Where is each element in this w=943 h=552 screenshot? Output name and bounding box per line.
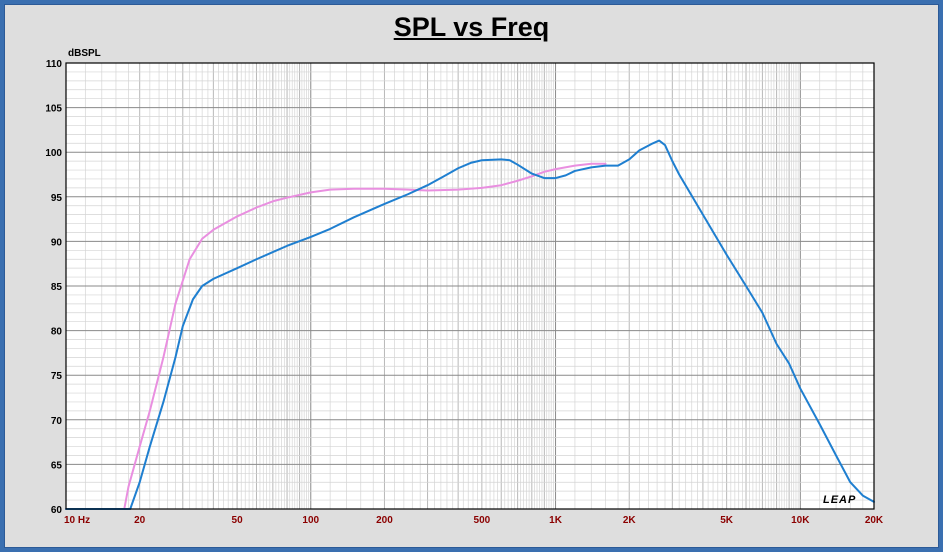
plot-border: [65, 62, 875, 510]
y-tick-label: 95: [51, 193, 63, 204]
x-tick-label: 100: [302, 515, 319, 526]
y-tick-label: 105: [45, 104, 62, 115]
data-series: [65, 139, 875, 510]
y-tick-label: 110: [46, 59, 63, 70]
y-tick-label: 75: [51, 371, 63, 382]
series-line-1: [65, 162, 607, 510]
y-tick-label: 100: [45, 148, 62, 159]
x-tick-label: 500: [474, 515, 491, 526]
y-tick-label: 90: [51, 237, 63, 248]
chart-title: SPL vs Freq: [393, 12, 550, 42]
y-tick-label: 70: [51, 416, 63, 427]
y-tick-labels: 60 65 70 75 80 85 90 95 100 105 110: [45, 59, 62, 516]
y-tick-label: 80: [51, 327, 63, 338]
x-tick-label: 10K: [791, 515, 810, 526]
y-axis-label: dBSPL: [68, 48, 101, 59]
x-tick-label: 20K: [865, 515, 884, 526]
y-tick-label: 65: [51, 460, 63, 471]
y-tick-label: 60: [51, 505, 63, 516]
y-tick-label: 85: [51, 282, 63, 293]
x-tick-labels: 10 Hz 20 50 100 200 500 1K 2K 5K 10K 20K: [64, 515, 884, 526]
leap-logo: LEAP: [823, 494, 857, 506]
series-line-2: [65, 139, 875, 510]
x-tick-label: 5K: [720, 515, 734, 526]
x-tick-label: 200: [376, 515, 393, 526]
x-tick-label: 50: [232, 515, 244, 526]
grid-lines: [65, 62, 875, 510]
x-tick-label: 20: [134, 515, 146, 526]
x-tick-label: 1K: [549, 515, 563, 526]
x-tick-label: 10 Hz: [64, 515, 90, 526]
x-tick-label: 2K: [623, 515, 637, 526]
